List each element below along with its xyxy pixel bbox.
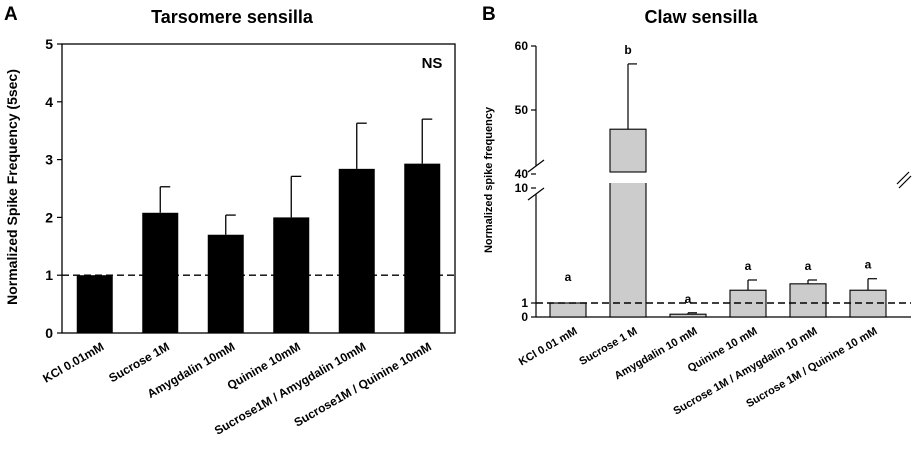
chart-b-axis-break-mark: [896, 171, 910, 185]
chart-a-title: Tarsomere sensilla: [151, 7, 314, 27]
chart-b-significance-label: a: [745, 259, 752, 273]
chart-b-significance-label: a: [805, 259, 812, 273]
chart-a-bar: [207, 234, 244, 333]
chart-b-y-tick-label: 40: [515, 167, 529, 181]
chart-b-axis-break-mark: [527, 187, 545, 201]
chart-a-bar: [273, 217, 310, 333]
chart-a-y-tick-label: 2: [45, 209, 53, 225]
chart-b-y-axis-label: Normalized spike frequency: [483, 106, 495, 253]
chart-a-y-tick-label: 3: [45, 152, 53, 168]
chart-a-y-tick-label: 0: [45, 325, 53, 341]
chart-b-significance-label: a: [565, 270, 572, 284]
chart-a-category-label: KCl 0.01mM: [40, 339, 106, 385]
chart-b-bar-break-gap: [608, 173, 648, 183]
chart-b-bar-upper: [609, 128, 647, 173]
chart-b-axis-break-mark: [527, 159, 545, 173]
chart-b-y-tick-label: 60: [515, 39, 529, 53]
chart-a-bar: [142, 212, 179, 333]
chart-b-y-tick-label: 0: [521, 310, 528, 324]
chart-a-y-tick-label: 1: [45, 267, 53, 283]
chart-b-bar: [549, 302, 587, 318]
chart-b-title: Claw sensilla: [644, 7, 758, 27]
chart-a-bar: [76, 275, 113, 333]
chart-b-significance-label: a: [685, 292, 692, 306]
chart-b-bar: [609, 181, 647, 318]
chart-b-bar: [789, 283, 827, 318]
chart-b-y-tick-label: 50: [515, 103, 529, 117]
chart-b-category-label: KCl 0.01 mM: [517, 325, 580, 368]
panel-letter-b: B: [482, 4, 496, 25]
chart-a-y-axis-label: Normalized Spike Frequency (5sec): [4, 69, 20, 305]
chart-b-significance-label: b: [624, 43, 631, 57]
chart-b-y-tick-label: 1: [521, 296, 528, 310]
chart-b-bar: [669, 313, 707, 318]
chart-a-bar: [404, 163, 441, 333]
chart-a-plot-frame: [61, 43, 456, 334]
chart-a-bar: [338, 168, 375, 333]
chart-b-axis-break-mark: [898, 175, 912, 189]
chart-a-y-tick-label: 5: [45, 36, 53, 52]
chart-a-y-tick-label: 4: [45, 94, 53, 110]
chart-b-y-tick-label: 10: [515, 181, 529, 195]
panel-letter-a: A: [4, 4, 18, 25]
chart-a-ns-annotation: NS: [422, 55, 443, 72]
chart-b-significance-label: a: [865, 258, 872, 272]
